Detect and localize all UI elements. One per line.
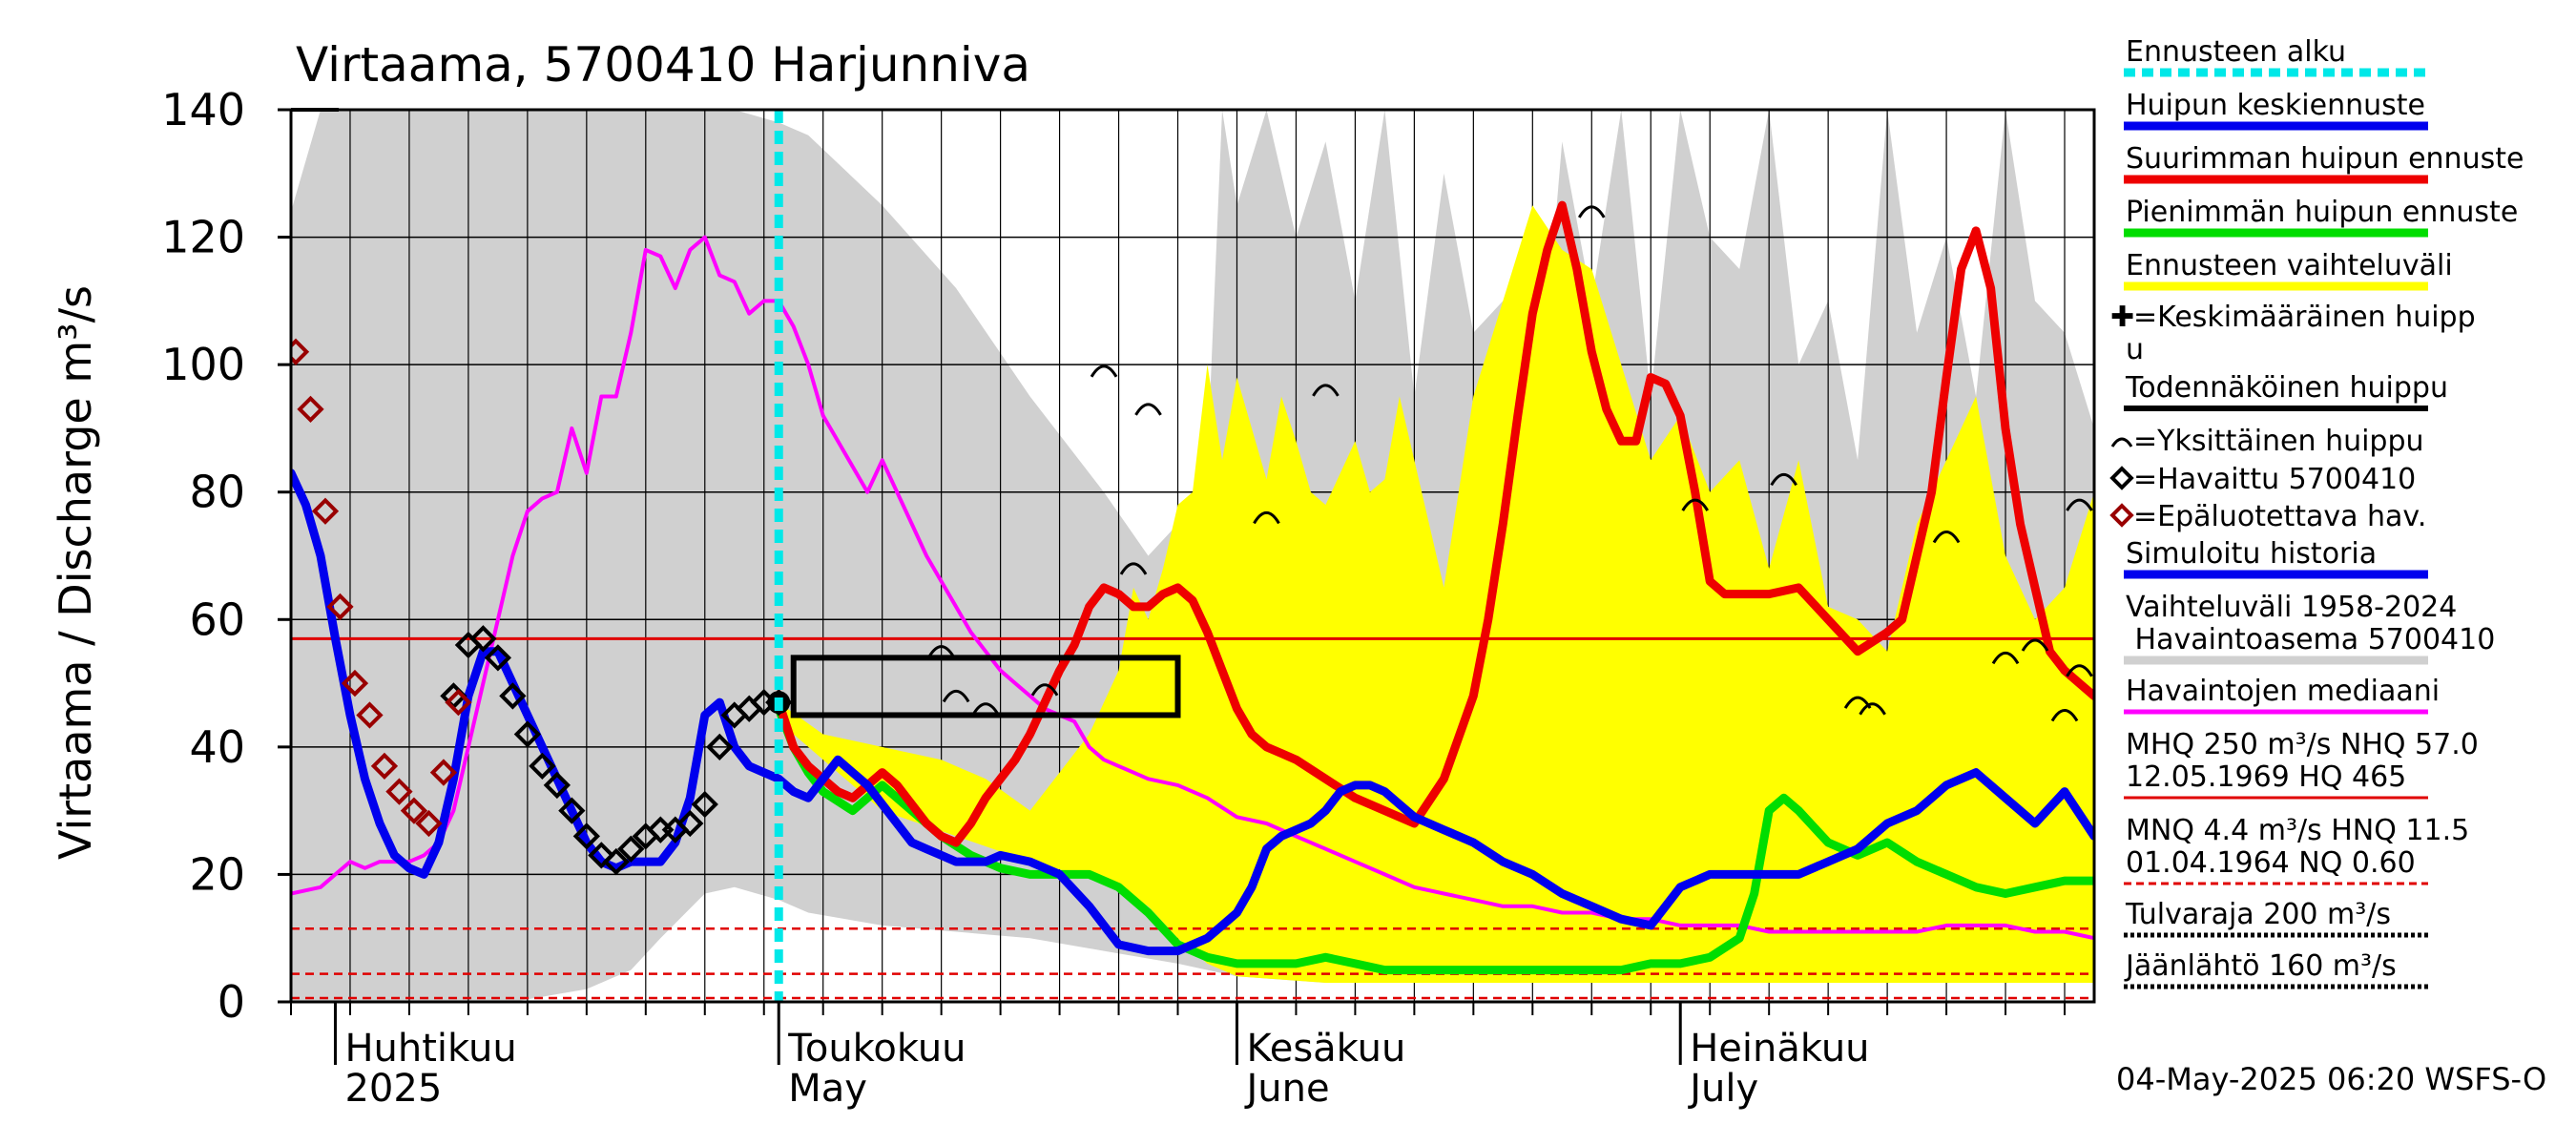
month-sub-label-2: June bbox=[1243, 1067, 1329, 1111]
individual-peak-marker bbox=[1134, 403, 1162, 416]
observed-point bbox=[706, 733, 734, 760]
plus-icon: ✚ bbox=[2110, 301, 2134, 334]
observed-point bbox=[691, 790, 718, 819]
unreliable-point bbox=[385, 778, 413, 805]
legend-median: Havaintojen mediaani bbox=[2126, 675, 2440, 708]
legend-mnq: MNQ 4.4 m³/s HNQ 11.5 bbox=[2126, 814, 2469, 847]
individual-peak-marker bbox=[1090, 364, 1118, 378]
legend-mean-peak: =Keskimääräinen huipp bbox=[2133, 301, 2476, 334]
unreliable-point bbox=[297, 395, 324, 424]
observed-point bbox=[543, 771, 571, 800]
plot-area bbox=[291, 110, 2094, 1002]
observed-point bbox=[647, 816, 675, 843]
individual-peak-marker bbox=[971, 702, 1000, 716]
min-peak-forecast-line bbox=[774, 704, 2094, 975]
individual-peak-marker bbox=[1577, 205, 1606, 219]
legend-flood-limit: Tulvaraja 200 m³/s bbox=[2125, 898, 2391, 931]
diamond-icon bbox=[2109, 466, 2134, 490]
individual-peak-marker bbox=[1253, 510, 1280, 525]
unreliable-point bbox=[370, 752, 399, 781]
individual-peak-marker bbox=[1312, 384, 1340, 397]
forecast-range-band bbox=[779, 205, 2094, 983]
legend-mean-peak-cont: u bbox=[2126, 333, 2144, 366]
month-sub-label-1: May bbox=[788, 1067, 867, 1111]
legend-min-forecast: Pienimmän huipun ennuste bbox=[2126, 196, 2518, 229]
unreliable-point bbox=[326, 593, 354, 621]
individual-peak-marker bbox=[1859, 702, 1886, 716]
plot-frame bbox=[289, 108, 2096, 1004]
unreliable-point bbox=[311, 497, 340, 525]
observed-point bbox=[617, 835, 645, 863]
legend-mean-forecast: Huipun keskiennuste bbox=[2126, 89, 2425, 122]
legend-max-forecast: Suurimman huipun ennuste bbox=[2126, 142, 2524, 176]
legend-mnq-date: 01.04.1964 NQ 0.60 bbox=[2126, 846, 2416, 880]
unreliable-point bbox=[445, 688, 472, 717]
observed-point bbox=[484, 644, 512, 672]
observed-point bbox=[529, 752, 556, 781]
y-tick-label-0: 0 bbox=[218, 976, 245, 1028]
individual-peak-marker bbox=[1030, 683, 1059, 697]
legend-range-years: Vaihteluväli 1958-2024 bbox=[2126, 591, 2457, 624]
legend-simulated: Simuloitu historia bbox=[2126, 537, 2377, 571]
individual-peak-marker bbox=[1119, 562, 1148, 575]
month-label-2: Kesäkuu bbox=[1246, 1027, 1405, 1071]
y-tick-label-20: 20 bbox=[189, 848, 245, 900]
observed-point bbox=[676, 809, 704, 838]
unreliable-point bbox=[356, 701, 384, 729]
individual-peak-marker bbox=[2021, 638, 2049, 652]
arc-icon bbox=[2110, 437, 2133, 448]
footer-timestamp: 04-May-2025 06:20 WSFS-O bbox=[2116, 1061, 2546, 1097]
y-tick-label-120: 120 bbox=[161, 212, 245, 263]
y-tick-label-40: 40 bbox=[189, 721, 245, 773]
individual-peak-marker bbox=[942, 689, 970, 703]
unreliable-point bbox=[291, 338, 310, 365]
month-label-1: Toukokuu bbox=[787, 1027, 966, 1071]
max-peak-forecast-line bbox=[774, 200, 2094, 847]
individual-peak-marker bbox=[1991, 651, 2020, 665]
simulated-history-line bbox=[291, 468, 2094, 956]
month-sub-label-0: 2025 bbox=[344, 1067, 442, 1111]
observed-point bbox=[558, 797, 586, 824]
y-tick-label-60: 60 bbox=[189, 593, 245, 645]
individual-peak-marker bbox=[927, 645, 955, 658]
individual-peak-marker bbox=[1770, 472, 1797, 487]
legend-individual-peak: =Yksittäinen huippu bbox=[2133, 425, 2424, 458]
unreliable-point bbox=[415, 809, 443, 838]
y-tick-label-140: 140 bbox=[161, 84, 245, 135]
legend-forecast-start: Ennusteen alku bbox=[2126, 35, 2346, 69]
legend-forecast-range: Ennusteen vaihteluväli bbox=[2126, 249, 2453, 282]
observed-point bbox=[602, 847, 630, 876]
legend-mhq: MHQ 250 m³/s NHQ 57.0 bbox=[2126, 728, 2479, 761]
individual-peak-marker bbox=[2050, 708, 2079, 722]
observed-point bbox=[513, 720, 542, 748]
unreliable-point bbox=[429, 759, 458, 786]
y-axis-label: Virtaama / Discharge m³/s bbox=[50, 285, 101, 860]
month-label-0: Huhtikuu bbox=[344, 1027, 516, 1071]
individual-peak-marker bbox=[1932, 530, 1961, 544]
probable-peak-box bbox=[790, 655, 1181, 718]
legend-probable-peak: Todennäköinen huippu bbox=[2125, 371, 2448, 405]
month-sub-label-3: July bbox=[1687, 1067, 1758, 1111]
observed-point bbox=[572, 822, 600, 850]
legend-ice-break: Jäänlähtö 160 m³/s bbox=[2124, 949, 2397, 983]
diamond-red-icon bbox=[2109, 503, 2134, 528]
legend-mhq-date: 12.05.1969 HQ 465 bbox=[2126, 760, 2406, 794]
y-tick-label-80: 80 bbox=[189, 467, 245, 518]
observed-point bbox=[499, 682, 527, 710]
legend-observed: =Havaittu 5700410 bbox=[2133, 463, 2416, 496]
unreliable-point bbox=[341, 669, 369, 697]
unreliable-point bbox=[400, 797, 428, 824]
legend: Ennusteen alku Huipun keskiennuste Suuri… bbox=[2109, 35, 2524, 989]
chart-title: Virtaama, 5700410 Harjunniva bbox=[296, 37, 1030, 93]
observed-point bbox=[469, 625, 497, 653]
individual-peak-marker bbox=[2066, 498, 2093, 511]
legend-range-station: Havaintoasema 5700410 bbox=[2126, 623, 2495, 656]
legend-unreliable: =Epäluotettava hav. bbox=[2133, 500, 2426, 533]
individual-peak-marker bbox=[2066, 664, 2093, 677]
y-tick-label-100: 100 bbox=[161, 339, 245, 390]
individual-peak-marker bbox=[1681, 498, 1710, 511]
month-label-3: Heinäkuu bbox=[1690, 1027, 1869, 1071]
